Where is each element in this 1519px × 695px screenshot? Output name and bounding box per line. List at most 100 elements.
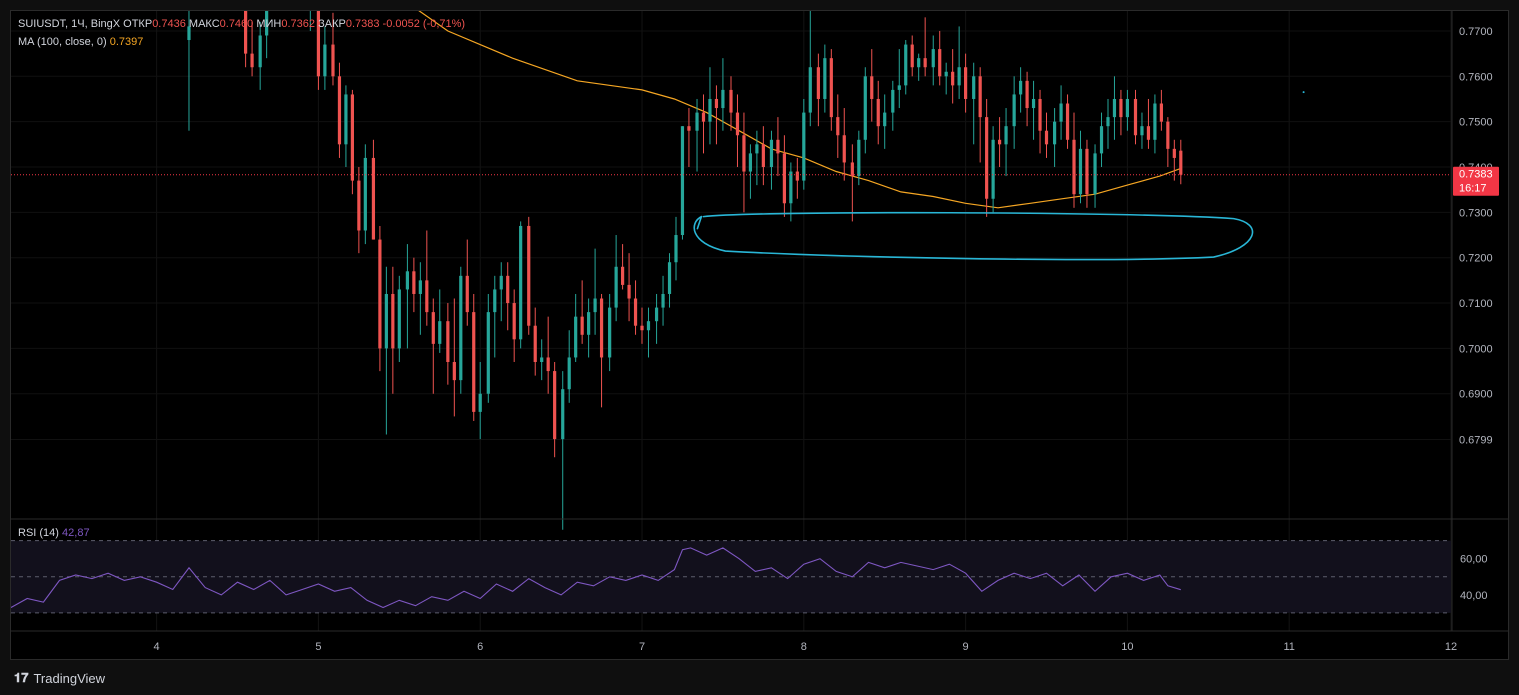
time-tick-label: 8 <box>801 641 807 653</box>
candle-body <box>608 307 612 358</box>
candle-body <box>1044 130 1049 145</box>
candle-body <box>795 171 799 181</box>
time-tick-label: 10 <box>1121 641 1133 653</box>
candle-body <box>985 117 989 199</box>
candle-body <box>646 321 651 331</box>
candle-body <box>446 321 450 362</box>
candle-body <box>546 357 550 372</box>
candle-body <box>316 11 321 77</box>
candle-body <box>1052 121 1057 145</box>
candle-body <box>567 357 571 390</box>
candle-body <box>1099 126 1104 154</box>
candle-body <box>680 126 685 236</box>
time-tick-label: 9 <box>963 641 969 653</box>
last-price-value: 0.7383 <box>1459 169 1493 181</box>
high-value: 0.7460 <box>219 18 254 30</box>
candle-body <box>891 89 895 113</box>
candle-body <box>412 271 416 294</box>
candle-body <box>459 275 463 381</box>
rsi-tick-label: 40,00 <box>1460 590 1488 602</box>
price-tick-label: 0.7100 <box>1459 298 1493 310</box>
candle-body <box>397 289 401 349</box>
candle-body <box>654 307 659 322</box>
rsi-tick-label: 60,00 <box>1460 554 1488 566</box>
candle-body <box>1106 117 1110 127</box>
candle-body <box>1012 94 1016 127</box>
candle-body <box>1085 148 1089 195</box>
time-tick-label: 5 <box>315 641 321 653</box>
candle-body <box>405 271 410 290</box>
annotation-layer <box>693 91 1305 261</box>
close-value: 0.7383 <box>345 18 380 30</box>
candle-body <box>836 117 840 136</box>
candle-body <box>1159 103 1163 122</box>
candle-body <box>997 139 1002 145</box>
candle-body <box>431 312 435 344</box>
candle-body <box>808 67 812 113</box>
candle-body <box>499 275 503 290</box>
candle-body <box>493 289 497 313</box>
price-tick-label: 0.7700 <box>1459 26 1493 38</box>
candle-body <box>842 135 846 163</box>
time-tick-label: 4 <box>154 641 160 653</box>
annotation-dot <box>1302 91 1305 94</box>
price-chart[interactable]: 0.77000.76000.75000.74000.73000.72000.71… <box>11 11 1509 660</box>
tradingview-footer[interactable]: 𝟏𝟕 TradingView <box>14 668 105 688</box>
brand-name: TradingView <box>33 670 106 686</box>
candle-body <box>1140 126 1144 136</box>
candle-body <box>561 389 565 440</box>
candle-body <box>687 126 691 131</box>
candle-body <box>857 139 861 177</box>
candle-body <box>580 316 584 335</box>
open-label: ОТКР <box>123 18 153 30</box>
candle-body <box>363 157 367 231</box>
time-tick-label: 11 <box>1283 641 1294 653</box>
open-value: 0.7436 <box>152 18 186 30</box>
chart-frame[interactable]: 0.77000.76000.75000.74000.73000.72000.71… <box>10 10 1509 660</box>
candle-body <box>729 89 733 113</box>
candle-body <box>823 58 827 99</box>
candle-body <box>802 112 806 181</box>
candle-body <box>1072 139 1076 195</box>
axes-layer: 0.77000.76000.75000.74000.73000.72000.71… <box>11 11 1508 653</box>
candle-body <box>620 266 625 285</box>
candle-body <box>640 325 644 331</box>
candle-body <box>1038 98 1042 131</box>
price-tick-label: 0.7300 <box>1459 207 1493 219</box>
candle-body <box>1093 153 1097 195</box>
candle-body <box>599 298 604 358</box>
symbol-legend: SUIUSDT, 1Ч, BingX ОТКР0.7436 МАКС0.7460… <box>18 18 465 30</box>
candle-body <box>923 58 927 68</box>
candle-body <box>870 76 874 99</box>
annotation-ellipse <box>693 211 1254 261</box>
rsi-legend[interactable]: RSI (14) 42,87 <box>18 527 90 539</box>
candle-body <box>250 53 254 68</box>
rsi-line <box>11 547 1181 609</box>
candle-body <box>1146 126 1151 140</box>
candle-body <box>1153 103 1157 140</box>
price-tick-label: 0.7500 <box>1459 117 1493 129</box>
candle-body <box>633 298 638 326</box>
candle-body <box>574 316 578 358</box>
ma-legend[interactable]: MA (100, close, 0) 0.7397 <box>18 36 143 48</box>
candle-body <box>761 144 765 167</box>
candle-body <box>418 280 422 294</box>
candle-body <box>714 98 719 109</box>
candle-body <box>863 76 867 140</box>
candle-body <box>964 67 968 99</box>
candle-body <box>506 275 510 304</box>
candle-body <box>187 26 191 41</box>
candle-body <box>978 76 982 118</box>
candle-body <box>533 325 537 362</box>
candle-body <box>540 357 544 362</box>
candle-body <box>742 135 746 172</box>
candle-body <box>1133 98 1138 136</box>
candle-body <box>782 153 786 204</box>
candle-body <box>944 71 948 77</box>
rsi-value: 42,87 <box>62 527 90 539</box>
candle-body <box>587 312 591 335</box>
candle-body <box>1179 150 1183 175</box>
candle-body <box>816 67 820 99</box>
candle-body <box>1004 126 1008 145</box>
candle-body <box>951 71 955 86</box>
